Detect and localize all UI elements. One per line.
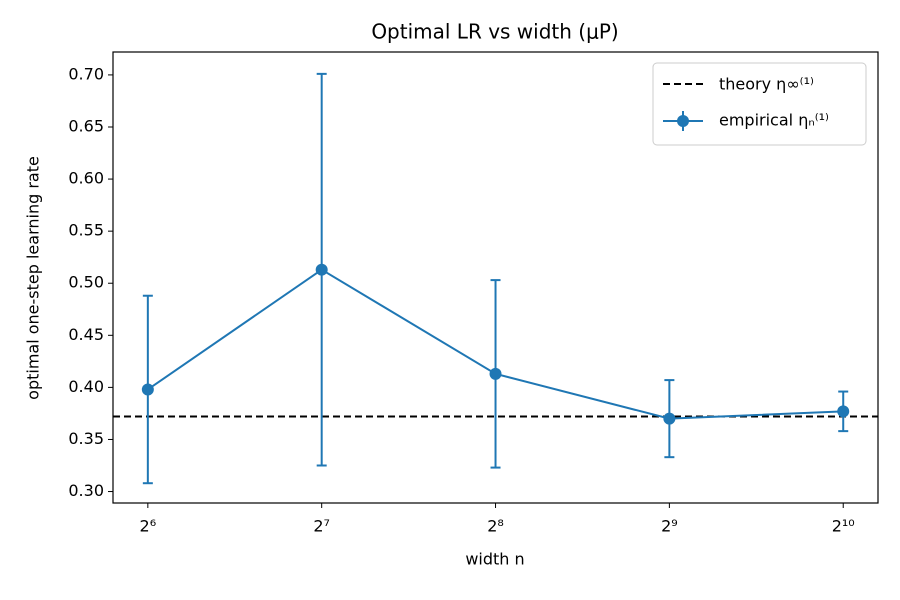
data-point [315,263,328,276]
data-point [663,412,676,425]
legend-label: theory η∞⁽¹⁾ [719,75,814,94]
legend-label: empirical ηₙ⁽¹⁾ [719,111,829,130]
legend-marker [677,115,689,127]
y-tick-label: 0.60 [68,169,104,188]
y-tick-label: 0.45 [68,325,104,344]
x-tick-label: 2⁸ [487,517,504,536]
y-axis-label: optimal one-step learning rate [24,156,43,400]
plot-frame [112,51,879,504]
x-tick-label: 2⁶ [140,517,157,536]
data-point [489,367,502,380]
y-tick-label: 0.65 [68,116,104,135]
y-tick-label: 0.55 [68,221,104,240]
data-point [141,383,154,396]
x-axis-label: width n [465,550,524,569]
x-tick-label: 2⁹ [661,517,678,536]
y-tick-label: 0.35 [68,429,104,448]
x-tick-label: 2¹⁰ [832,517,855,536]
y-tick-label: 0.30 [68,481,104,500]
x-tick-label: 2⁷ [313,517,330,536]
y-tick-label: 0.50 [68,273,104,292]
data-point [837,405,850,418]
chart-title: Optimal LR vs width (μP) [371,20,618,44]
y-tick-label: 0.70 [68,64,104,83]
legend-box [652,62,867,146]
y-tick-label: 0.40 [68,377,104,396]
